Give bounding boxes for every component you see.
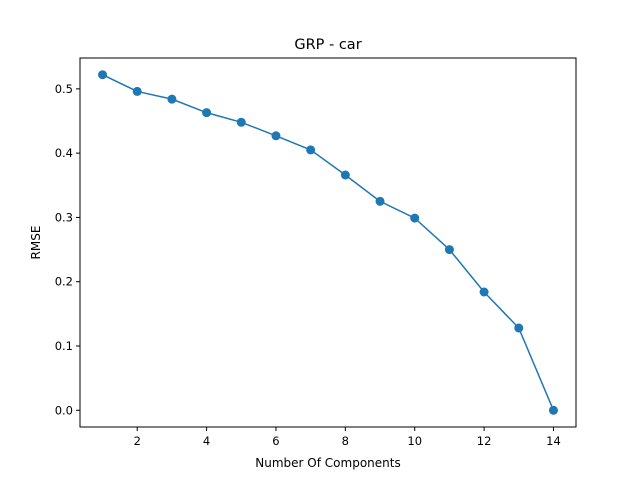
- data-point: [548, 405, 558, 415]
- y-tick-label: 0.2: [55, 275, 73, 289]
- data-point: [236, 117, 246, 127]
- x-tick-label: 14: [546, 434, 561, 448]
- data-point: [202, 108, 212, 118]
- chart-title: GRP - car: [294, 37, 361, 53]
- data-point: [167, 94, 177, 104]
- x-axis-label: Number Of Components: [255, 456, 400, 470]
- x-tick-label: 10: [407, 434, 422, 448]
- y-tick-label: 0.0: [55, 403, 73, 417]
- x-tick-label: 8: [342, 434, 349, 448]
- data-point: [444, 245, 454, 255]
- ticks-layer: 2 4 6 8 10 12 14 0.0 0.1 0.2 0.3 0.4 0.5: [55, 82, 561, 448]
- y-tick-label: 0.4: [55, 146, 73, 160]
- y-tick-label: 0.3: [55, 210, 73, 224]
- x-tick-label: 2: [134, 434, 141, 448]
- y-tick-label: 0.1: [55, 339, 73, 353]
- x-tick-label: 12: [477, 434, 492, 448]
- data-point: [98, 70, 108, 80]
- plot-frame: [79, 57, 577, 428]
- data-point: [479, 287, 489, 297]
- data-point: [410, 213, 420, 223]
- series-line: [102, 74, 555, 411]
- y-axis-label: RMSE: [29, 226, 43, 260]
- data-point: [375, 196, 385, 206]
- x-tick-label: 4: [203, 434, 210, 448]
- data-point: [306, 145, 316, 155]
- data-point: [271, 131, 281, 141]
- plot-area: [80, 58, 576, 427]
- y-tick-label: 0.5: [55, 82, 73, 96]
- data-point: [340, 170, 350, 180]
- data-point: [132, 86, 142, 96]
- data-point: [514, 323, 524, 333]
- x-tick-label: 6: [272, 434, 279, 448]
- series-layer: [98, 70, 558, 415]
